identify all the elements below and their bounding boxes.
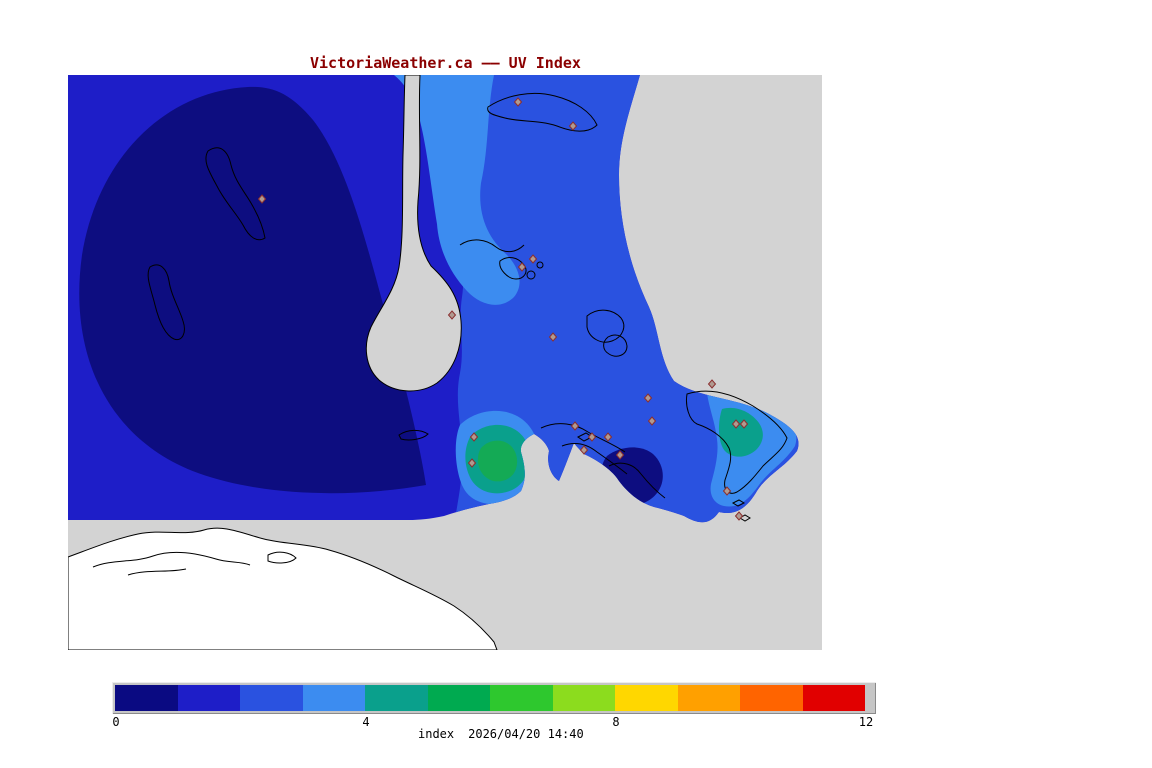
station-marker — [568, 121, 578, 131]
coastline-island-north — [487, 93, 598, 132]
colorbar-cell — [240, 685, 303, 711]
station-marker — [722, 486, 732, 496]
uv-region-0-1-teardrop — [79, 86, 427, 494]
land-detail-lines — [92, 551, 297, 576]
page-title: VictoriaWeather.ca —— UV Index — [310, 54, 581, 72]
colorbar-cell — [115, 685, 178, 711]
station-marker — [731, 419, 741, 429]
coastline-island-nw-2 — [147, 264, 185, 341]
colorbar-cell — [677, 685, 740, 711]
colorbar-cell — [615, 685, 678, 711]
timestamp: 2026/04/20 14:40 — [468, 727, 584, 741]
station-marker — [257, 194, 267, 204]
station-marker — [447, 310, 457, 320]
station-marker — [615, 450, 625, 460]
colorbar-cell — [802, 685, 865, 711]
colorbar-cell — [740, 685, 803, 711]
coastline-south-inlet-1 — [540, 423, 626, 453]
colorbar-cell — [365, 685, 428, 711]
colorbar-tick-0: 0 — [112, 715, 120, 729]
land-detail-1 — [92, 551, 251, 568]
station-marker — [528, 254, 538, 264]
coastline-mid-island-1 — [586, 309, 625, 343]
colorbar-cell — [552, 685, 615, 711]
uv-region-3-4-north — [394, 75, 520, 305]
uv-region-5-6-south — [477, 440, 518, 482]
coastline-small-island-south — [398, 429, 429, 441]
land-detail-2 — [127, 568, 187, 576]
coastline-mid-island-2 — [603, 334, 628, 357]
colorbar-tick-4: 4 — [362, 715, 370, 729]
coastlines — [147, 93, 788, 522]
coastline-centre-island — [499, 257, 527, 280]
station-marker — [469, 432, 479, 442]
coastline-south-inlet-2 — [561, 443, 628, 475]
coastline-islet-1 — [526, 270, 536, 280]
station-marker — [467, 458, 477, 468]
coastline-islet-2 — [536, 261, 544, 269]
coastline-se-islet-2 — [739, 514, 751, 522]
station-marker — [587, 432, 597, 442]
station-marker — [643, 393, 653, 403]
coastline-se-islet-1 — [731, 499, 746, 507]
station-marker — [707, 379, 717, 389]
colorbar-tick-8: 8 — [612, 715, 620, 729]
station-marker — [739, 419, 749, 429]
uv-region-4-5-east — [718, 407, 763, 457]
station-marker — [513, 97, 523, 107]
colorbar-tick-12: 12 — [858, 715, 874, 729]
coastline-centre-shore — [459, 239, 525, 253]
colorbar-cell — [302, 685, 365, 711]
colorbar-cell — [490, 685, 553, 711]
coastline-east-peninsula — [686, 390, 788, 494]
colorbar-label: index — [418, 727, 455, 741]
station-marker — [548, 332, 558, 342]
coastline-island-nw-1 — [205, 147, 266, 241]
station-marker — [570, 421, 580, 431]
land-detail-lake — [267, 551, 297, 564]
station-marker — [517, 262, 527, 272]
station-marker — [734, 511, 744, 521]
land-mainland-spur — [365, 75, 462, 392]
coastline-south-inlet-3 — [608, 462, 666, 499]
uv-region-2-3 — [420, 75, 799, 523]
land-lower-left — [68, 527, 498, 650]
uv-map — [68, 75, 822, 650]
station-marker — [579, 445, 589, 455]
colorbar-cells — [115, 685, 865, 711]
colorbar-cell — [177, 685, 240, 711]
colorbar — [112, 682, 876, 714]
colorbar-cell — [427, 685, 490, 711]
uv-contour-regions — [79, 75, 799, 523]
station-marker — [647, 416, 657, 426]
station-markers — [257, 97, 749, 521]
station-marker — [603, 432, 613, 442]
footer-caption: index 2026/04/20 14:40 — [418, 727, 584, 741]
